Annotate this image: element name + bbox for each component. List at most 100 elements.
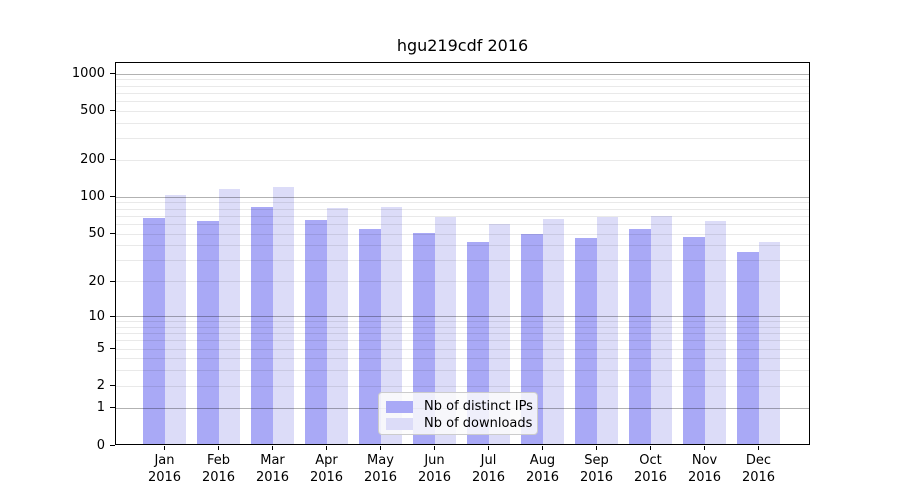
x-tick-label: Dec 2016	[732, 452, 786, 486]
bar-downloads	[164, 195, 186, 444]
y-tick-label: 100	[80, 189, 105, 205]
y-tick-label: 500	[80, 103, 105, 119]
bar-downloads	[650, 215, 672, 444]
x-tick-label: Aug 2016	[516, 452, 570, 486]
x-tick-label: Sep 2016	[570, 452, 624, 486]
x-tick	[326, 446, 327, 450]
bar-downloads	[380, 207, 402, 444]
gridline	[116, 85, 809, 87]
y-tick-label: 1000	[71, 66, 105, 82]
x-tick	[488, 446, 489, 450]
x-tick-year: 2016	[633, 470, 668, 485]
y-tick-label: 5	[96, 341, 105, 357]
x-tick	[434, 446, 435, 450]
y-tick-label: 20	[88, 273, 105, 289]
gridline	[116, 370, 809, 372]
x-tick-label: Jun 2016	[408, 452, 462, 486]
bar-downloads	[704, 220, 726, 444]
x-tick-year: 2016	[525, 470, 560, 485]
x-tick	[542, 446, 543, 450]
x-tick	[704, 446, 705, 450]
x-tick-label: Jan 2016	[138, 452, 192, 486]
bar-downloads	[218, 188, 240, 444]
x-tick-year: 2016	[309, 470, 344, 485]
gridline	[116, 321, 809, 323]
bar-distinct-ips	[521, 233, 543, 444]
y-tick	[110, 315, 115, 317]
bar-distinct-ips	[251, 207, 273, 444]
y-tick	[110, 444, 115, 446]
gridline	[116, 385, 809, 387]
x-tick-label: Oct 2016	[624, 452, 678, 486]
x-tick-month: May	[367, 453, 394, 468]
y-tick	[110, 280, 115, 282]
gridline	[116, 208, 809, 210]
bar-downloads	[596, 216, 618, 444]
legend-swatch-distinct-ips	[386, 400, 413, 413]
x-tick	[758, 446, 759, 450]
x-tick-year: 2016	[201, 470, 236, 485]
x-tick	[164, 446, 165, 450]
bar-downloads	[488, 223, 510, 444]
y-tick-label: 50	[88, 226, 105, 242]
x-tick-label: Mar 2016	[246, 452, 300, 486]
bar-downloads	[326, 208, 348, 444]
x-tick-label: Nov 2016	[678, 452, 732, 486]
y-tick	[110, 73, 115, 75]
gridline	[116, 223, 809, 225]
plot-area	[115, 62, 810, 445]
x-tick-year: 2016	[417, 470, 452, 485]
gridline	[116, 348, 809, 350]
y-tick-label: 0	[96, 437, 105, 453]
gridline	[116, 326, 809, 328]
gridline	[116, 110, 809, 112]
x-tick-label: Feb 2016	[192, 452, 246, 486]
gridline	[116, 159, 809, 161]
y-tick	[110, 159, 115, 161]
gridline	[116, 100, 809, 102]
y-tick-label: 2	[96, 378, 105, 394]
x-tick-month: Jan	[154, 453, 175, 468]
x-tick-year: 2016	[147, 470, 182, 485]
x-tick	[650, 446, 651, 450]
gridline	[116, 138, 809, 140]
gridline	[116, 281, 809, 283]
x-tick-year: 2016	[363, 470, 398, 485]
x-tick-year: 2016	[471, 470, 506, 485]
y-tick	[110, 233, 115, 235]
gridline	[116, 340, 809, 342]
gridline	[116, 260, 809, 262]
gridline	[116, 73, 809, 75]
x-tick	[272, 446, 273, 450]
y-tick-label: 10	[88, 308, 105, 324]
gridline	[116, 202, 809, 204]
x-tick	[218, 446, 219, 450]
x-tick-month: Feb	[206, 453, 231, 468]
x-tick-month: Jul	[480, 453, 497, 468]
gridline	[116, 333, 809, 335]
x-tick	[380, 446, 381, 450]
x-tick-month: Apr	[315, 453, 338, 468]
gridline	[116, 122, 809, 124]
bar-distinct-ips	[359, 228, 381, 444]
x-tick-label: May 2016	[354, 452, 408, 486]
legend-item-downloads: Nb of downloads	[386, 415, 537, 432]
x-tick-label: Jul 2016	[462, 452, 516, 486]
y-tick	[110, 385, 115, 387]
x-tick-month: Nov	[691, 453, 718, 468]
x-tick-month: Aug	[529, 453, 556, 468]
x-tick-label: Apr 2016	[300, 452, 354, 486]
y-tick	[110, 348, 115, 350]
bar-distinct-ips	[575, 237, 597, 444]
x-tick-year: 2016	[255, 470, 290, 485]
gridline	[116, 92, 809, 94]
bar-distinct-ips	[413, 232, 435, 444]
legend-label-downloads: Nb of downloads	[424, 416, 533, 431]
y-tick	[110, 407, 115, 409]
x-tick-year: 2016	[741, 470, 776, 485]
gridline	[116, 215, 809, 217]
x-tick-year: 2016	[687, 470, 722, 485]
bar-distinct-ips	[683, 236, 705, 444]
gridline	[116, 196, 809, 198]
gridline	[116, 233, 809, 235]
